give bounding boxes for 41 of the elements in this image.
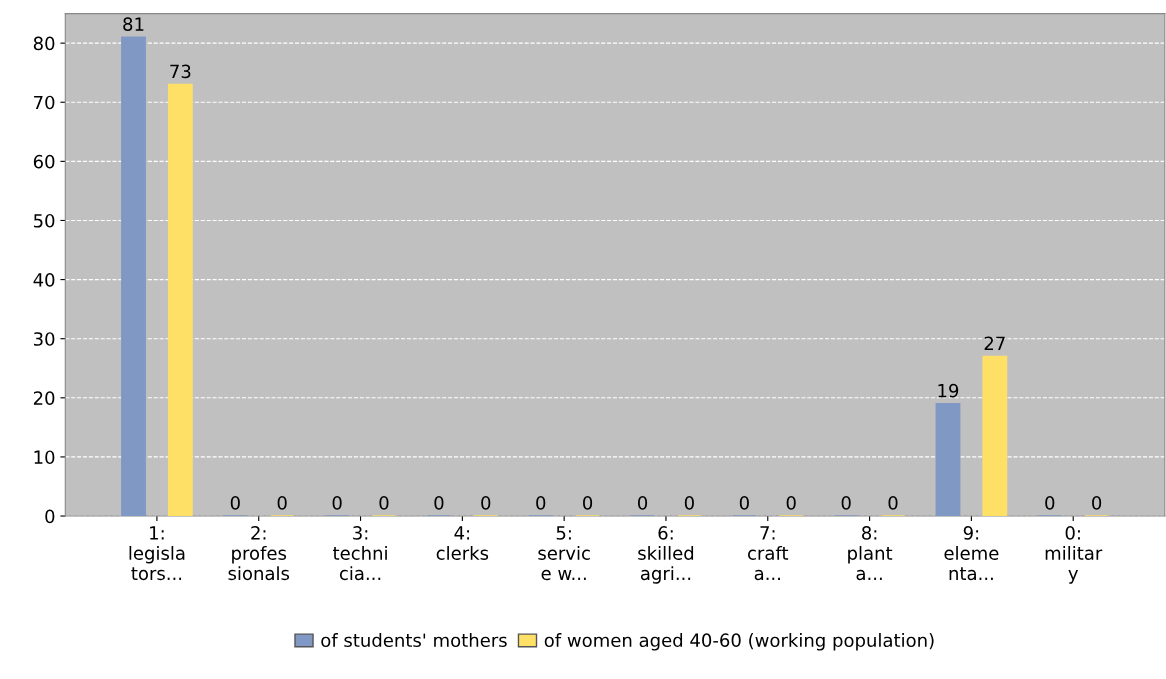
data-label: 0 <box>536 496 546 510</box>
x-tick-label: 7: craft a... <box>748 526 789 581</box>
data-label: 0 <box>888 496 898 510</box>
data-label: 0 <box>434 496 444 510</box>
data-label: 0 <box>739 496 749 510</box>
x-tick-label: 5: servic e w... <box>538 526 590 581</box>
data-label: 0 <box>1092 496 1102 510</box>
y-tick-label: 20 <box>33 391 55 405</box>
data-label: 0 <box>1045 496 1055 510</box>
legend-label: of women aged 40-60 (working population) <box>544 633 934 651</box>
x-tick-label: 3: techni cia... <box>333 526 387 581</box>
x-tick-label: 1: legisla tors... <box>129 526 185 581</box>
data-label: 0 <box>230 496 240 510</box>
data-label: 81 <box>123 17 144 31</box>
y-tick-label: 80 <box>33 36 55 51</box>
data-label: 0 <box>841 496 851 510</box>
y-tick-label: 60 <box>33 154 55 169</box>
data-label: 0 <box>379 496 389 510</box>
legend-label: of students' mothers <box>321 633 507 648</box>
data-label: 0 <box>786 496 796 510</box>
x-tick-label: 4: clerks <box>436 526 489 560</box>
y-tick-label: 30 <box>33 332 55 346</box>
y-tick-label: 10 <box>34 450 55 465</box>
y-tick-label: 50 <box>33 213 55 228</box>
data-label: 0 <box>684 496 694 510</box>
y-tick-label: 0 <box>45 509 55 524</box>
y-tick-label: 40 <box>33 273 55 287</box>
x-tick-label: 9: eleme nta... <box>944 526 999 581</box>
x-tick-label: 8: plant a... <box>848 526 893 581</box>
data-label: 0 <box>277 496 287 510</box>
x-tick-label: 2: profes sionals <box>228 526 290 581</box>
x-tick-label: 0: militar y <box>1045 526 1103 584</box>
x-tick-label: 6: skilled agri... <box>638 526 694 584</box>
data-label: 73 <box>170 64 191 79</box>
data-label: 0 <box>332 496 342 510</box>
data-label: 0 <box>583 496 593 510</box>
data-label: 0 <box>481 496 491 510</box>
data-label: 19 <box>938 383 959 398</box>
data-label: 27 <box>984 336 1005 350</box>
y-tick-label: 70 <box>34 95 55 110</box>
data-label: 0 <box>638 496 648 510</box>
